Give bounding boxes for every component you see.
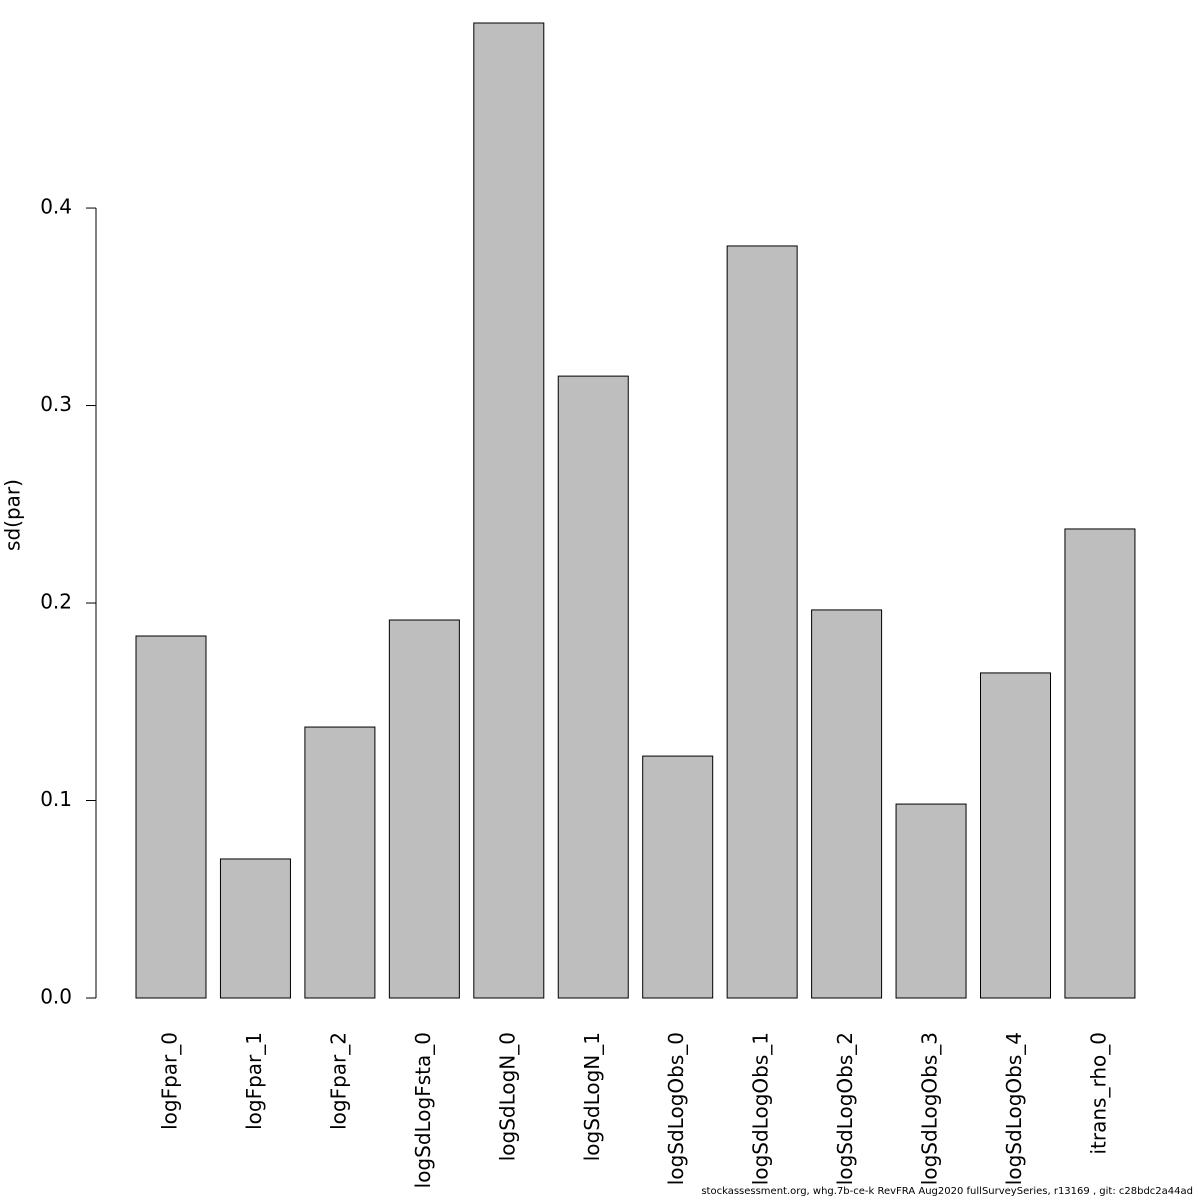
y-tick-label: 0.2 bbox=[40, 590, 72, 614]
x-tick-label: logSdLogN_1 bbox=[580, 1032, 604, 1161]
bar bbox=[1064, 528, 1136, 999]
bar bbox=[726, 245, 798, 999]
bar bbox=[557, 375, 629, 999]
y-tick-label: 0.4 bbox=[40, 195, 72, 219]
x-tick-label: logFpar_0 bbox=[158, 1032, 182, 1130]
bar bbox=[473, 22, 545, 999]
bar bbox=[811, 609, 883, 999]
x-tick-label: itrans_rho_0 bbox=[1086, 1032, 1110, 1154]
bar bbox=[219, 858, 291, 999]
y-tick-label: 0.0 bbox=[40, 985, 72, 1009]
y-axis-label: sd(par) bbox=[1, 479, 25, 551]
bar bbox=[895, 803, 967, 999]
bar bbox=[135, 635, 207, 999]
x-tick-label: logFpar_2 bbox=[326, 1032, 350, 1130]
x-tick-label: logSdLogObs_1 bbox=[749, 1032, 773, 1185]
x-tick-label: logFpar_1 bbox=[242, 1032, 266, 1130]
x-tick-label: logSdLogObs_0 bbox=[664, 1032, 688, 1185]
x-tick-label: logSdLogFsta_0 bbox=[411, 1032, 435, 1188]
bar bbox=[388, 619, 460, 999]
bar bbox=[642, 755, 714, 999]
y-tick-label: 0.1 bbox=[40, 787, 72, 811]
bar bbox=[304, 726, 376, 999]
y-tick-label: 0.3 bbox=[40, 392, 72, 416]
x-tick-label: logSdLogObs_2 bbox=[833, 1032, 857, 1185]
x-tick-label: logSdLogObs_4 bbox=[1002, 1032, 1026, 1185]
x-tick-label: logSdLogN_0 bbox=[495, 1032, 519, 1161]
x-tick-label: logSdLogObs_3 bbox=[918, 1032, 942, 1185]
bar bbox=[980, 672, 1051, 999]
footer: stockassessment.org, whg.7b-ce-k RevFRA … bbox=[701, 1186, 1193, 1197]
